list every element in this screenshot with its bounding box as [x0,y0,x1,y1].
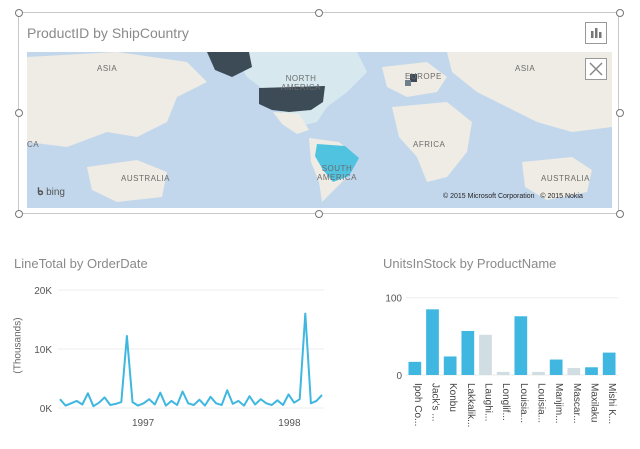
bing-logo: ᑲ bing [37,187,65,198]
bar-category-label: Mishi K... [606,383,617,424]
map-title: ProductID by ShipCountry [27,25,189,41]
bar-8 [549,359,563,375]
bar-category-label: Louisia... [518,383,529,423]
bar-category-label: Konbu [447,383,458,412]
bar-2 [443,356,457,375]
line-chart-title: LineTotal by OrderDate [14,256,148,271]
bar-category-label: Laughi... [483,383,494,421]
bar-category-label: Louisia... [536,383,547,423]
bar-5 [496,371,510,375]
resize-handle-tl[interactable] [15,9,23,17]
resize-handle-tr[interactable] [616,9,624,17]
bar-category-label: Longlif... [500,383,511,421]
bar-chart-title: UnitsInStock by ProductName [383,256,557,271]
bar-11 [602,352,616,375]
line-y-tick: 20K [34,286,52,297]
line-x-tick: 1997 [132,418,155,429]
bar-y-tick: 100 [385,294,402,305]
map-label-north-america: NORTH AMERICA [281,74,321,92]
resize-handle-bm[interactable] [315,210,323,218]
line-y-tick: 10K [34,345,52,356]
bar-1 [426,309,439,375]
bar-6 [514,316,528,375]
bar-y-tick: 0 [396,371,402,382]
bar-4 [479,334,492,375]
line-series-linetotal [59,312,323,408]
bar-7 [532,371,545,375]
bing-icon: ᑲ [37,187,44,198]
bar-chart[interactable]: 100 0 Ipoh Co... Jack's ... Konbu Lakkalik...… [380,290,620,440]
close-map-button[interactable] [585,58,607,80]
line-chart[interactable]: 20K 10K 0K 1997 1998 [12,278,342,433]
resize-handle-br[interactable] [616,210,624,218]
map-label-south-america: SOUTH AMERICA [317,164,357,182]
map-label-asia-left: ASIA [97,64,118,73]
line-y-tick: 0K [40,404,53,415]
bar-category-label: Maxilaku [589,383,600,422]
bar-category-label: Ipoh Co... [412,383,423,426]
bar-category-label: Manjim... [553,383,564,424]
map-label-australia-left: AUSTRALIA [121,174,170,183]
bar-3 [461,330,475,375]
map-label-europe: EUROPE [405,72,442,81]
visualization-button[interactable] [585,22,607,44]
bing-text: bing [46,187,65,198]
resize-handle-tm[interactable] [315,9,323,17]
close-icon [589,62,603,76]
bar-9 [567,368,581,375]
resize-handle-ml[interactable] [15,109,23,117]
bar-category-label: Mascar... [571,383,582,424]
map-label-ca: CA [27,140,40,149]
map-label-africa: AFRICA [413,140,446,149]
resize-handle-bl[interactable] [15,210,23,218]
bar-category-label: Jack's ... [430,383,441,422]
map-copyright: © 2015 Microsoft Corporation © 2015 Noki… [443,193,583,200]
resize-handle-mr[interactable] [616,109,624,117]
map-canvas[interactable]: ASIA NORTH AMERICA EUROPE ASIA AFRICA AU… [27,52,612,208]
line-chart-ylabel: (Thousands) [12,317,24,374]
map-label-australia-right: AUSTRALIA [541,174,590,183]
bar-0 [408,361,422,375]
bar-chart-icon [591,28,602,38]
map-label-asia-right: ASIA [515,64,536,73]
line-x-tick: 1998 [278,418,301,429]
bar-category-label: Lakkalik... [465,383,476,427]
bar-10 [585,367,598,375]
